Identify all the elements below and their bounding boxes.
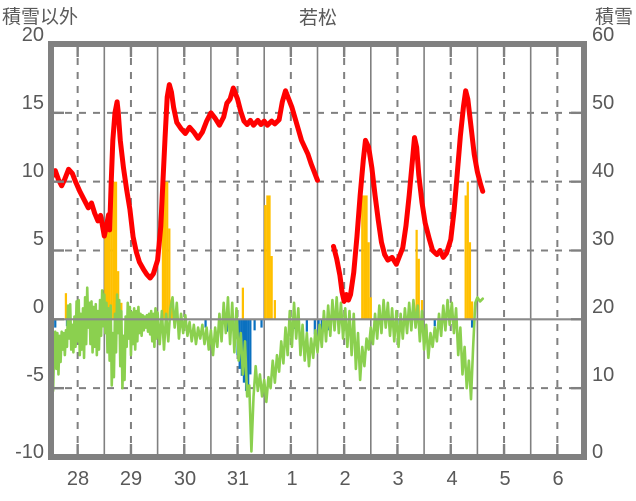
right-axis-tick-40: 40 (592, 160, 615, 182)
x-axis-tick-29: 29 (119, 468, 143, 490)
x-axis-tick-6: 6 (552, 468, 564, 490)
grid-lines (51, 44, 584, 457)
x-axis-tick-4: 4 (446, 468, 458, 490)
right-axis-tick-20: 20 (592, 296, 615, 318)
page-title: 若松 (298, 8, 337, 29)
left-axis-tick-neg10: -10 (15, 441, 44, 463)
right-axis-name: 積雪 (594, 7, 633, 28)
x-axis-tick-30: 30 (173, 468, 197, 490)
plot-frame (48, 41, 587, 460)
right-axis-tick-30: 30 (592, 228, 615, 250)
x-axis-tick-28: 28 (66, 468, 90, 490)
right-axis-tick-50: 50 (592, 92, 615, 114)
x-axis-tick-3: 3 (392, 468, 404, 490)
left-axis-tick-neg5: -5 (26, 364, 44, 386)
left-axis-tick-15: 15 (21, 92, 44, 114)
left-axis-tick-10: 10 (21, 160, 44, 182)
left-axis-name: 積雪以外 (2, 7, 79, 28)
left-axis-tick-5: 5 (32, 228, 44, 250)
x-axis-tick-1: 1 (286, 468, 298, 490)
wind-line (49, 286, 485, 453)
x-axis-tick-2: 2 (339, 468, 351, 490)
axis-ticks (54, 47, 581, 454)
x-axis-tick-31: 31 (226, 468, 250, 490)
right-axis-tick-10: 10 (592, 364, 615, 386)
right-axis-tick-60: 60 (592, 24, 615, 46)
right-axis-tick-0: 0 (592, 441, 604, 463)
snow-depth-line (49, 82, 486, 304)
left-axis-tick-20: 20 (21, 24, 44, 46)
snowfall-bars (64, 181, 474, 320)
x-axis-tick-5: 5 (499, 468, 511, 490)
left-axis-tick-0: 0 (32, 296, 44, 318)
